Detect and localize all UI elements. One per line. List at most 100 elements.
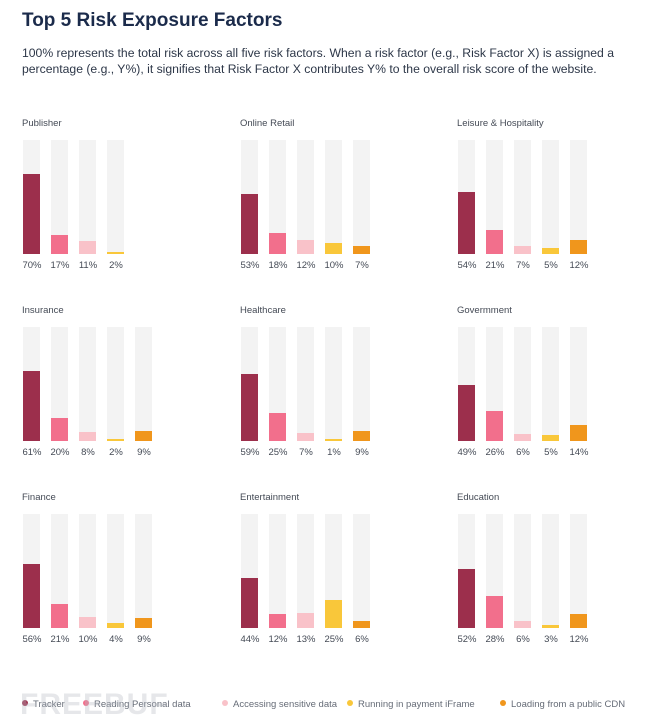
bar-tracker xyxy=(241,577,258,628)
data-label-tracker: 54% xyxy=(457,260,477,271)
legend-item-loading-from-a-public-cdn: Loading from a public CDN xyxy=(500,699,625,710)
chart-panel-leisure-and-hospitality: Leisure & Hospitality 54% 21% 7% 5% 12% xyxy=(457,118,651,288)
legend-dot-icon xyxy=(22,700,28,706)
data-label-accessing-sensitive-data: 6% xyxy=(516,634,530,645)
bar-track xyxy=(51,514,68,628)
bar-tracker xyxy=(458,385,475,441)
bar-accessing-sensitive-data xyxy=(297,240,314,254)
chart-panel-online-retail: Online Retail 53% 18% 12% 10% 7% xyxy=(240,118,440,288)
bar-running-in-payment-iframe xyxy=(542,435,559,441)
data-label-running-in-payment-iframe: 4% xyxy=(109,634,123,645)
data-label-reading-personal-data: 25% xyxy=(268,447,288,458)
chart-title: Education xyxy=(457,492,500,503)
bar-track xyxy=(135,327,152,441)
bar-reading-personal-data xyxy=(269,412,286,441)
bar-accessing-sensitive-data xyxy=(514,434,531,441)
data-label-tracker: 49% xyxy=(457,447,477,458)
data-label-running-in-payment-iframe: 3% xyxy=(544,634,558,645)
bar-track xyxy=(79,140,96,254)
bar-tracker xyxy=(458,192,475,254)
data-label-reading-personal-data: 20% xyxy=(50,447,70,458)
data-label-loading-from-a-public-cdn: 12% xyxy=(569,634,589,645)
bar-area xyxy=(22,327,192,441)
legend-label: Running in payment iFrame xyxy=(358,699,475,710)
freebuf-watermark-logo: FREEBUF xyxy=(20,688,168,721)
bar-track xyxy=(79,514,96,628)
data-label-accessing-sensitive-data: 6% xyxy=(516,447,530,458)
bar-track xyxy=(514,327,531,441)
chart-panel-insurance: Insurance 61% 20% 8% 2% 9% xyxy=(22,305,222,475)
bar-track xyxy=(486,140,503,254)
data-label-reading-personal-data: 21% xyxy=(50,634,70,645)
bar-tracker xyxy=(458,568,475,628)
bar-accessing-sensitive-data xyxy=(514,246,531,254)
bar-area xyxy=(22,140,192,254)
chart-panel-entertainment: Entertainment 44% 12% 13% 25% 6% xyxy=(240,492,440,662)
legend-dot-icon xyxy=(347,700,353,706)
data-label-tracker: 59% xyxy=(240,447,260,458)
bar-track xyxy=(107,327,124,441)
bar-track xyxy=(107,514,124,628)
bar-reading-personal-data xyxy=(486,230,503,254)
legend-item-reading-personal-data: Reading Personal data xyxy=(83,699,191,710)
legend-label: Accessing sensitive data xyxy=(233,699,338,710)
data-label-loading-from-a-public-cdn: 6% xyxy=(355,634,369,645)
bar-track xyxy=(107,140,124,254)
data-label-accessing-sensitive-data: 7% xyxy=(516,260,530,271)
bar-track xyxy=(297,140,314,254)
bar-loading-from-a-public-cdn xyxy=(353,430,370,441)
data-label-reading-personal-data: 12% xyxy=(268,634,288,645)
bar-accessing-sensitive-data xyxy=(514,621,531,628)
data-label-running-in-payment-iframe: 10% xyxy=(324,260,344,271)
bar-tracker xyxy=(23,371,40,441)
bar-area xyxy=(457,327,627,441)
bar-accessing-sensitive-data xyxy=(297,433,314,441)
data-label-tracker: 56% xyxy=(22,634,42,645)
data-label-loading-from-a-public-cdn: 9% xyxy=(137,634,151,645)
bar-accessing-sensitive-data xyxy=(79,431,96,441)
chart-title: Online Retail xyxy=(240,118,295,129)
bar-running-in-payment-iframe xyxy=(107,438,124,441)
bar-loading-from-a-public-cdn xyxy=(353,621,370,628)
bar-track xyxy=(542,514,559,628)
page-subtitle: 100% represents the total risk across al… xyxy=(22,46,614,76)
chart-panel-finance: Finance 56% 21% 10% 4% 9% xyxy=(22,492,222,662)
bar-track xyxy=(353,514,370,628)
data-label-reading-personal-data: 28% xyxy=(485,634,505,645)
bar-reading-personal-data xyxy=(51,604,68,628)
bar-track xyxy=(570,140,587,254)
data-label-loading-from-a-public-cdn: 9% xyxy=(137,447,151,458)
data-label-tracker: 53% xyxy=(240,260,260,271)
bar-loading-from-a-public-cdn xyxy=(570,425,587,441)
data-label-reading-personal-data: 18% xyxy=(268,260,288,271)
data-label-accessing-sensitive-data: 7% xyxy=(299,447,313,458)
bar-loading-from-a-public-cdn xyxy=(353,246,370,254)
data-label-tracker: 70% xyxy=(22,260,42,271)
data-label-loading-from-a-public-cdn: 7% xyxy=(355,260,369,271)
chart-panel-govermment: Govermment 49% 26% 6% 5% 14% xyxy=(457,305,651,475)
bar-loading-from-a-public-cdn xyxy=(135,617,152,628)
bar-tracker xyxy=(23,174,40,254)
legend-dot-icon xyxy=(83,700,89,706)
bar-track xyxy=(135,514,152,628)
bar-area xyxy=(240,140,410,254)
bar-running-in-payment-iframe xyxy=(107,251,124,254)
bar-running-in-payment-iframe xyxy=(325,242,342,254)
data-label-running-in-payment-iframe: 5% xyxy=(544,447,558,458)
bar-loading-from-a-public-cdn xyxy=(135,430,152,441)
chart-title: Entertainment xyxy=(240,492,300,503)
chart-panel-publisher: Publisher 70% 17% 11% 2% xyxy=(22,118,222,288)
data-label-reading-personal-data: 21% xyxy=(485,260,505,271)
data-label-tracker: 61% xyxy=(22,447,42,458)
chart-title: Govermment xyxy=(457,305,512,316)
data-label-accessing-sensitive-data: 8% xyxy=(81,447,95,458)
bar-track xyxy=(269,140,286,254)
bar-running-in-payment-iframe xyxy=(325,439,342,441)
bar-track xyxy=(297,514,314,628)
bar-reading-personal-data xyxy=(51,418,68,441)
bar-track xyxy=(325,327,342,441)
legend-label: Tracker xyxy=(33,699,65,710)
bar-area xyxy=(457,514,627,628)
bar-tracker xyxy=(241,193,258,254)
legend-label: Reading Personal data xyxy=(94,699,191,710)
